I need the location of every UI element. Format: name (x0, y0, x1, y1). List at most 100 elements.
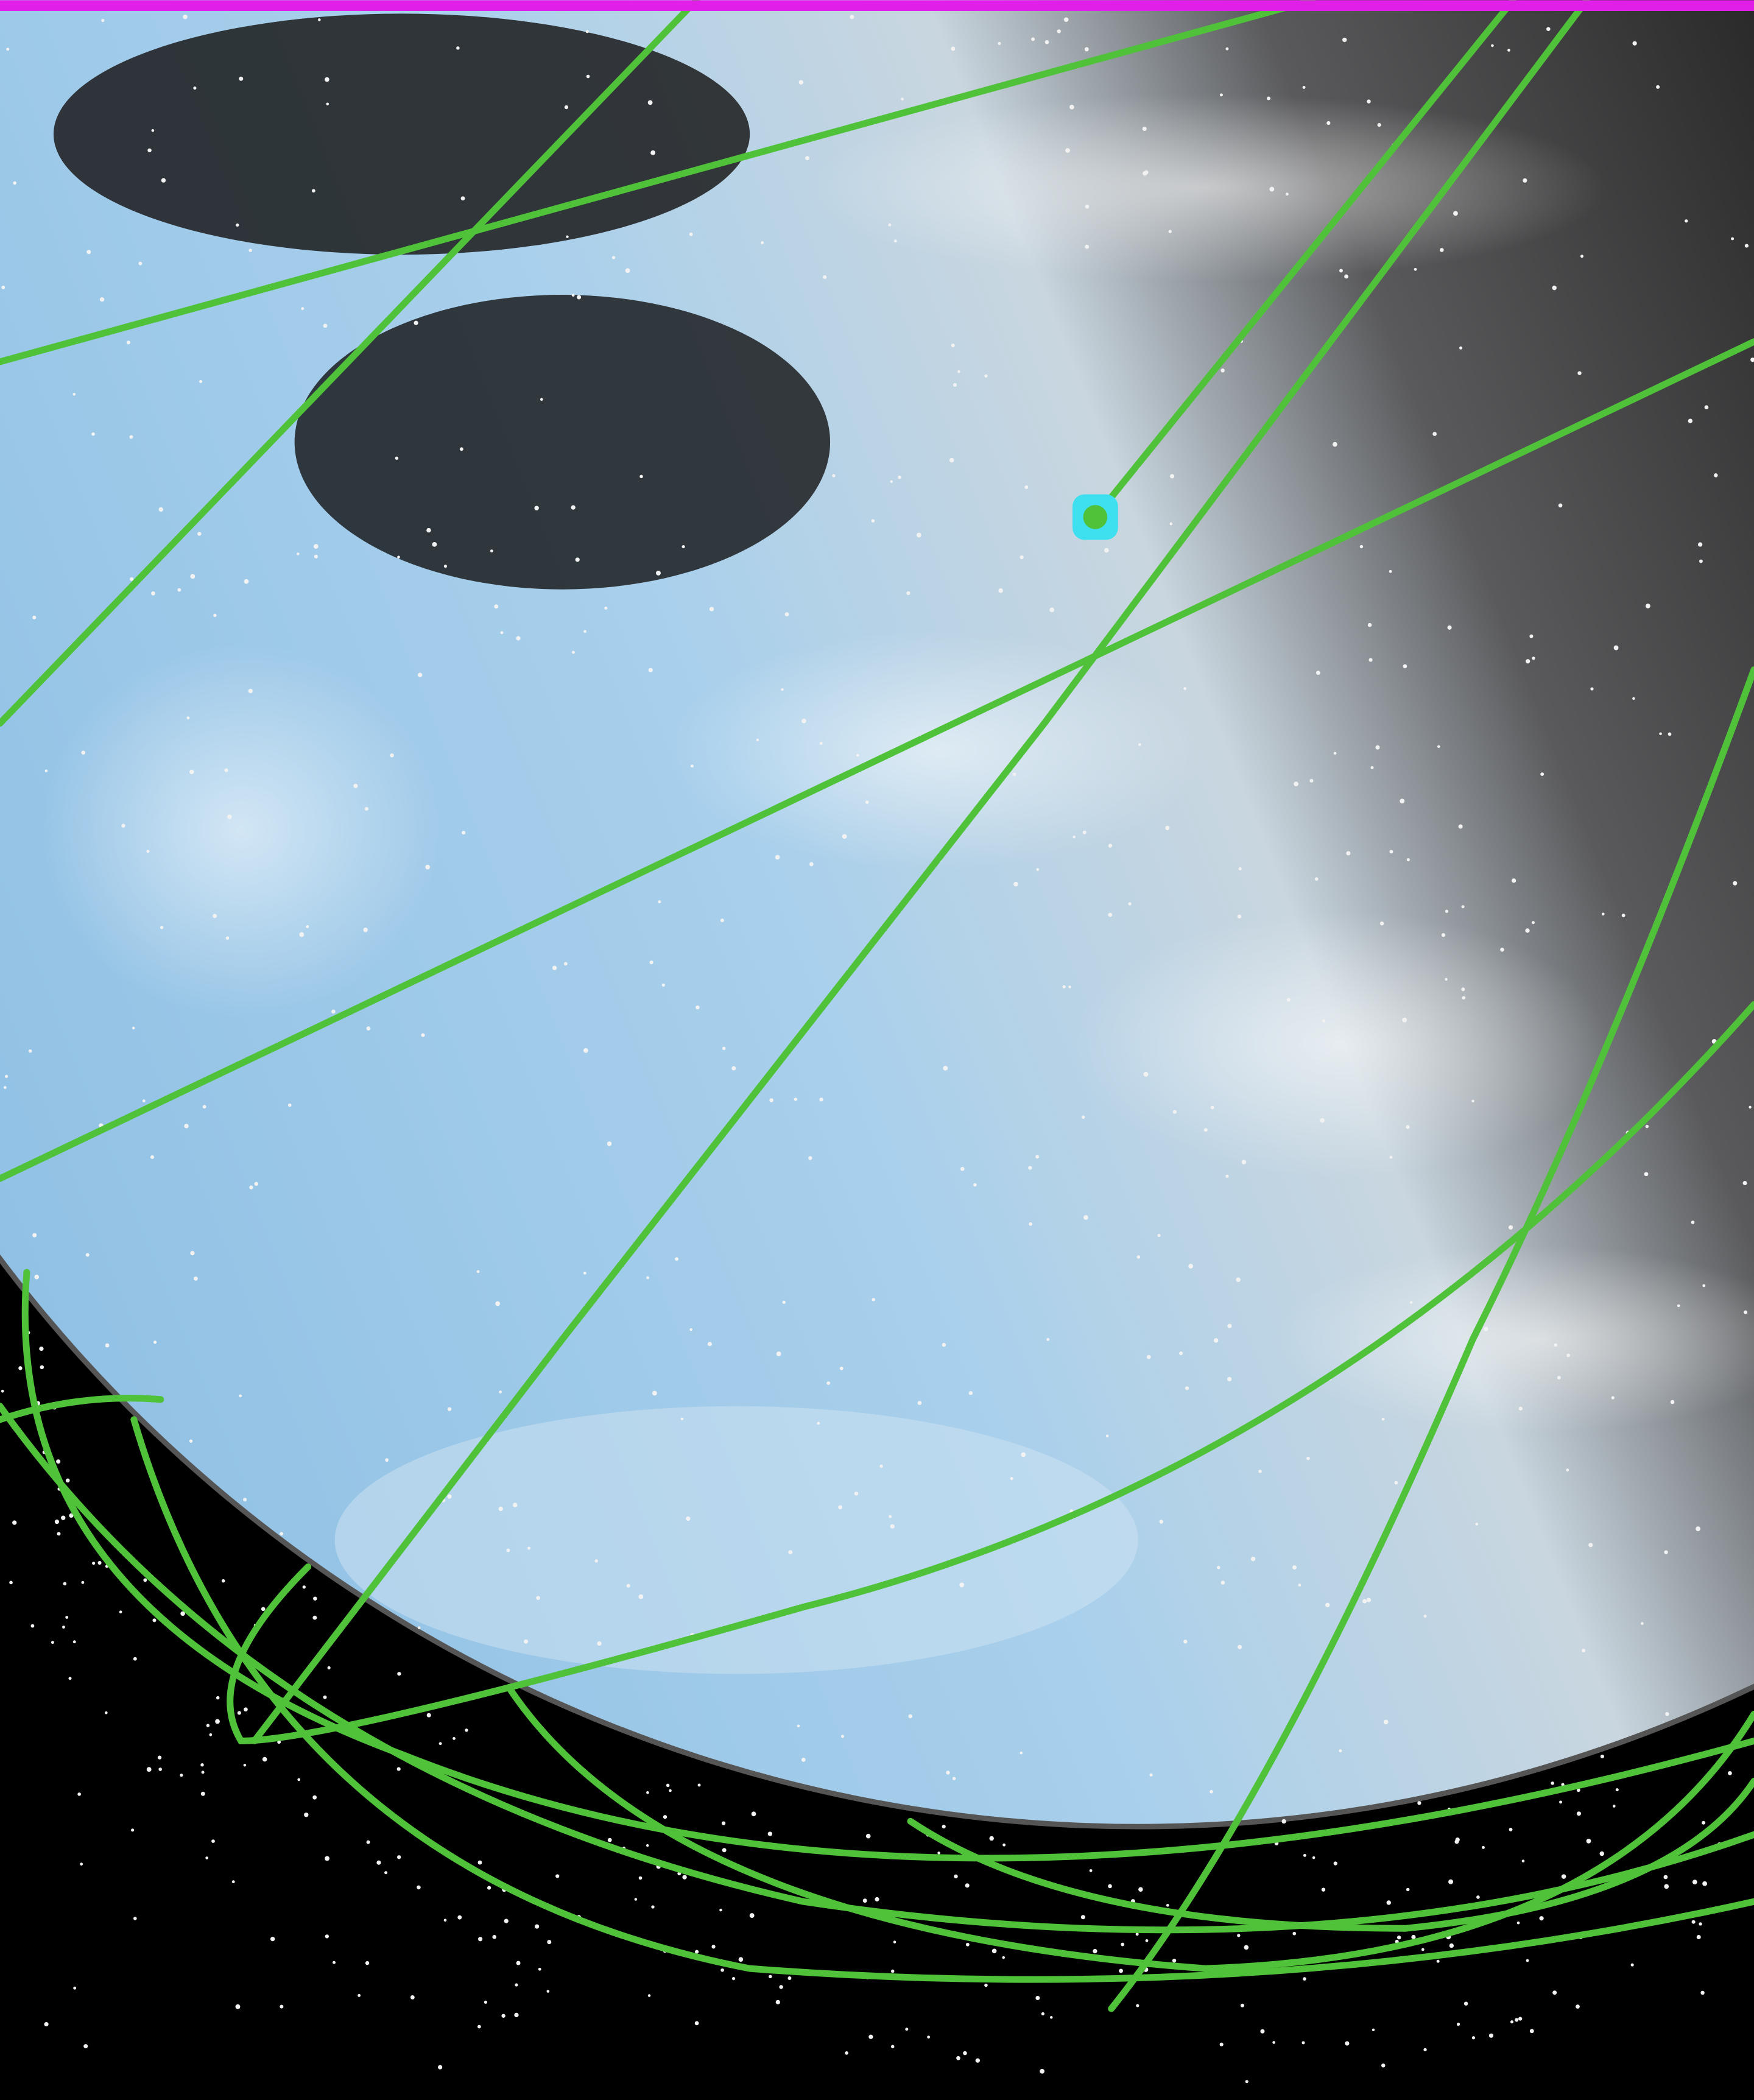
debris-point (92, 1562, 96, 1565)
debris-point (146, 1767, 152, 1772)
debris-point (199, 380, 203, 384)
debris-point (151, 129, 155, 132)
debris-point (216, 1696, 220, 1700)
debris-point (779, 1985, 783, 1989)
debris-point (1368, 658, 1373, 662)
debris-point (18, 1366, 23, 1370)
debris-point (101, 18, 105, 23)
debris-point (839, 1366, 844, 1370)
debris-point (1389, 569, 1392, 573)
debris-point (1285, 192, 1289, 196)
debris-point (1554, 1343, 1558, 1347)
debris-point (213, 914, 217, 918)
debris-point (190, 574, 195, 579)
debris-point (1432, 432, 1437, 436)
debris-point (447, 1494, 452, 1499)
debris-point (1523, 178, 1527, 183)
debris-point (865, 800, 869, 804)
debris-point (447, 1407, 452, 1411)
debris-point (1104, 548, 1109, 553)
debris-point (949, 457, 954, 463)
debris-point (826, 1381, 831, 1385)
debris-point (235, 2004, 241, 2009)
selected-satellite[interactable] (1072, 494, 1118, 540)
debris-point (353, 783, 358, 789)
debris-point (299, 932, 305, 937)
debris-point (808, 1156, 812, 1160)
debris-point (56, 1459, 61, 1464)
debris-point (209, 1733, 213, 1736)
debris-point (1203, 1128, 1208, 1132)
debris-point (146, 850, 150, 853)
debris-point (1733, 881, 1738, 886)
debris-point (767, 1831, 773, 1836)
earth (0, 0, 1754, 1829)
debris-point (130, 577, 134, 581)
cloud-band (334, 1406, 1138, 1674)
debris-point (313, 1596, 317, 1601)
debris-point (513, 1503, 518, 1507)
debris-point (1072, 835, 1076, 839)
debris-point (397, 555, 400, 559)
debris-point (973, 1183, 977, 1187)
debris-point (1166, 1904, 1169, 1907)
debris-point (1406, 1887, 1410, 1892)
debris-point (797, 1724, 800, 1728)
debris-point (1379, 921, 1384, 926)
debris-point (1237, 1934, 1241, 1937)
debris-point (132, 1026, 135, 1030)
debris-point (44, 769, 48, 772)
debris-point (1220, 368, 1225, 373)
debris-point (1688, 418, 1693, 423)
debris-point (1456, 2022, 1460, 2026)
debris-point (1400, 798, 1405, 804)
debris-point (131, 1828, 135, 1832)
debris-point (577, 295, 582, 300)
dark-region (53, 13, 750, 255)
debris-point (1383, 1719, 1389, 1725)
debris-point (1238, 1644, 1242, 1649)
debris-point (129, 435, 133, 439)
debris-point (957, 370, 960, 373)
debris-point (158, 507, 163, 512)
debris-point (951, 344, 955, 348)
debris-point (1447, 625, 1452, 630)
debris-point (890, 1524, 895, 1529)
debris-point (1339, 269, 1343, 273)
debris-point (1108, 912, 1113, 917)
debris-point (1362, 1599, 1367, 1604)
debris-point (1294, 781, 1299, 787)
debris-point (840, 1735, 845, 1738)
debris-point (686, 1516, 691, 1521)
debris-point (151, 591, 155, 596)
debris-point (200, 1763, 204, 1767)
debris-point (1403, 664, 1407, 669)
debris-point (1244, 1945, 1249, 1950)
top-bar (0, 0, 1754, 11)
debris-point (32, 615, 37, 619)
debris-point (62, 1626, 65, 1629)
debris-point (1381, 1417, 1385, 1421)
debris-point (1441, 933, 1446, 937)
debris-point (1677, 1304, 1680, 1308)
debris-point (1576, 1788, 1580, 1792)
debris-point (682, 1875, 687, 1880)
debris-point (421, 1033, 425, 1037)
debris-point (651, 1905, 655, 1909)
debris-point (1692, 1880, 1697, 1885)
debris-point (951, 46, 956, 51)
debris-point (1590, 687, 1594, 691)
debris-point (254, 1182, 259, 1186)
debris-point (484, 2000, 488, 2004)
debris-point (514, 2012, 519, 2018)
debris-point (1518, 1406, 1523, 1411)
cloud-band (1272, 1245, 1754, 1433)
debris-point (1172, 1110, 1177, 1114)
debris-point (625, 268, 630, 273)
debris-point (1237, 914, 1242, 918)
debris-point (769, 1975, 772, 1979)
debris-point (959, 1582, 965, 1588)
debris-point (1325, 1602, 1330, 1607)
debris-point (1381, 2063, 1386, 2068)
debris-point (190, 1250, 195, 1256)
